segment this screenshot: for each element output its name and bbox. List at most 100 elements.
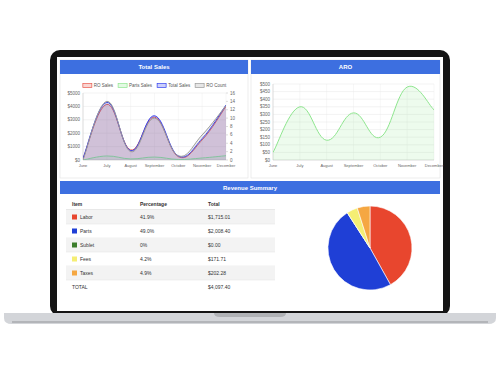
x-tick-label: September	[145, 163, 165, 168]
area	[273, 86, 434, 160]
y-tick-label: $150	[260, 135, 271, 140]
y2-tick	[226, 126, 228, 127]
table-row-bg	[66, 266, 275, 280]
table-header: Percentage	[140, 201, 167, 207]
table-cell: Sublet	[80, 242, 95, 248]
y2-tick	[226, 118, 228, 119]
y-tick-label: $200	[260, 127, 271, 132]
y-tick-label: $500	[260, 82, 271, 87]
legend-swatch	[72, 243, 77, 248]
x-tick-label: August	[320, 163, 333, 168]
table-cell: $0.00	[208, 242, 221, 248]
legend-swatch	[83, 84, 92, 88]
table-cell: 49.0%	[140, 228, 155, 234]
y2-tick-label: 6	[230, 132, 233, 137]
y-tick-label: $350	[260, 104, 271, 109]
x-grid-line	[178, 93, 179, 160]
table-cell: Parts	[80, 228, 92, 234]
legend-swatch	[157, 84, 166, 88]
panel-header	[251, 60, 440, 74]
y2-tick	[226, 93, 228, 94]
panel-title: ARO	[339, 64, 353, 70]
laptop-bezel	[50, 50, 450, 316]
x-tick-label: June	[269, 163, 278, 168]
legend-swatch	[72, 271, 77, 276]
table-cell: 4.2%	[140, 256, 152, 262]
table-cell: 4.9%	[140, 270, 152, 276]
page: Total Sales$0$1000$2000$3000$4000$500002…	[0, 0, 500, 375]
table-cell: Fees	[80, 256, 92, 262]
pie	[328, 206, 412, 290]
legend-swatch	[118, 84, 127, 88]
y-grid-line	[83, 93, 226, 94]
x-tick-label: October	[373, 163, 388, 168]
x-tick-label: August	[124, 163, 137, 168]
legend-swatch	[72, 257, 77, 262]
table-cell: Taxes	[80, 270, 94, 276]
table-cell: $1,715.01	[208, 214, 230, 220]
x-tick-label: November	[193, 163, 212, 168]
y2-tick	[226, 134, 228, 135]
x-tick-label: October	[171, 163, 186, 168]
y2-tick-label: 10	[230, 116, 236, 121]
y-tick-label: $250	[260, 120, 271, 125]
y-tick-label: $50	[262, 150, 270, 155]
legend-label: RO Sales	[94, 83, 114, 88]
table-rule	[66, 209, 275, 210]
table-footer: TOTAL	[72, 284, 88, 290]
y2-tick-label: 12	[230, 107, 236, 112]
legend-label: Parts Sales	[129, 83, 153, 88]
x-tick-label: July	[296, 163, 303, 168]
table-cell: $202.28	[208, 270, 226, 276]
x-grid-line	[83, 93, 84, 160]
y2-tick-label: 16	[230, 91, 236, 96]
table-cell: 41.9%	[140, 214, 155, 220]
legend: RO Sales Parts Sales Total Sales RO Count	[83, 83, 227, 88]
legend-label: Total Sales	[168, 83, 191, 88]
laptop-screen	[57, 57, 443, 311]
y-tick-label: $400	[260, 97, 271, 102]
panel	[60, 60, 248, 178]
x-tick-label: June	[79, 163, 88, 168]
y2-tick-label: 4	[230, 141, 233, 146]
table-cell: Labor	[80, 214, 93, 220]
panel-header	[60, 60, 248, 74]
panel-title: Revenue Summary	[223, 185, 278, 191]
table-footer: $4,097.40	[208, 284, 230, 290]
table-row-bg	[66, 210, 275, 224]
plot-area	[273, 86, 434, 160]
table-header: Item	[72, 201, 83, 207]
y-tick-label: $1000	[67, 144, 80, 149]
pie-slice	[357, 206, 370, 248]
y-tick-label: $100	[260, 142, 271, 147]
plot-area	[83, 101, 226, 160]
x-tick-label: December	[425, 163, 444, 168]
table-row-bg	[66, 238, 275, 252]
laptop-notch	[214, 313, 286, 317]
y2-tick-label: 14	[230, 99, 236, 104]
y-tick-label: $2000	[67, 131, 80, 136]
table-rule	[66, 224, 275, 225]
y-tick-label: $450	[260, 89, 271, 94]
x-tick-label: December	[217, 163, 236, 168]
table-cell: $171.71	[208, 256, 226, 262]
y-tick-label: $4000	[67, 104, 80, 109]
y-tick-label: $0	[265, 158, 271, 163]
revenue-table: Item Percentage Total Labor 41.9% $1,715.01 Pa…	[66, 201, 275, 290]
table-header: Total	[208, 201, 220, 207]
area	[83, 101, 226, 160]
legend-label: RO Count	[206, 83, 227, 88]
y-tick-label: $5000	[67, 91, 80, 96]
legend-swatch	[72, 215, 77, 220]
line	[273, 86, 434, 152]
table-cell: $2,008.40	[208, 228, 230, 234]
legend-swatch	[72, 229, 77, 234]
y2-tick-label: 2	[230, 149, 233, 154]
y-axis-line	[83, 93, 84, 160]
laptop-base-shadow	[12, 321, 488, 323]
y2-tick	[226, 101, 228, 102]
legend-swatch	[195, 84, 204, 88]
y-tick-label: $300	[260, 112, 271, 117]
x-tick-label: September	[344, 163, 364, 168]
table-rule	[66, 252, 275, 253]
